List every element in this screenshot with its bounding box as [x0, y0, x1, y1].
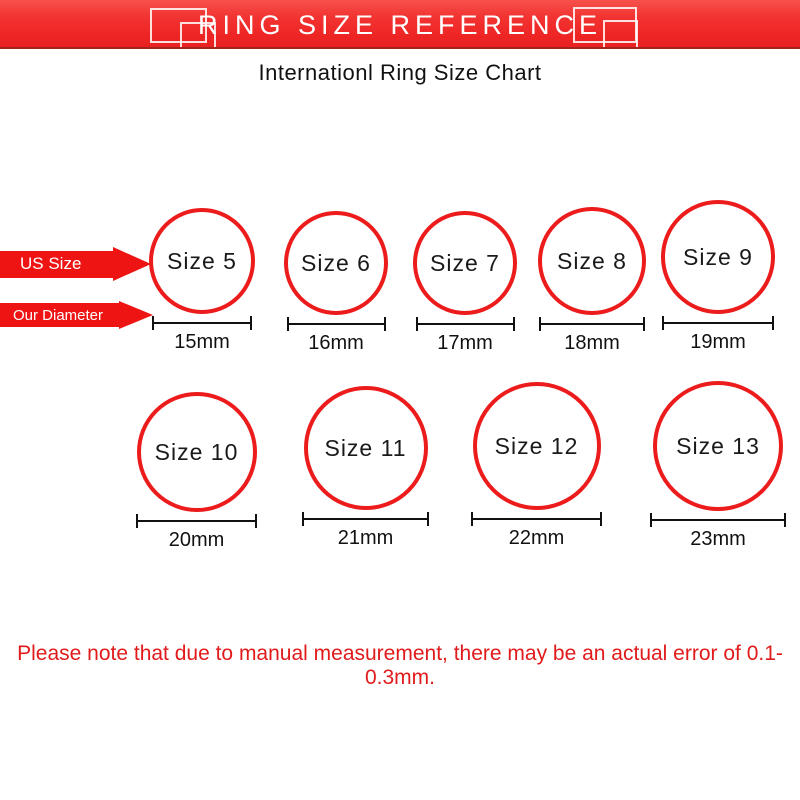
ring-circle: Size 5 [149, 208, 255, 314]
ring-circle: Size 12 [472, 382, 601, 510]
diameter-value: 21mm [337, 527, 394, 549]
ring-circle: Size 10 [136, 392, 257, 512]
diameter-line [152, 316, 252, 330]
overlapping-squares-icon [573, 7, 643, 47]
measurement-error-note: Please note that due to manual measureme… [17, 642, 783, 689]
diameter-line [662, 316, 774, 330]
diameter-line [302, 512, 429, 526]
square-outline-icon [180, 22, 216, 47]
diameter-line [650, 513, 786, 527]
ring-circle: Size 7 [413, 211, 517, 315]
diameter-value: 20mm [168, 529, 225, 551]
diameter-line [415, 317, 515, 331]
ring-circle: Size 13 [653, 381, 783, 511]
diameter-value: 19mm [690, 331, 746, 353]
diameter-value: 22mm [508, 527, 565, 549]
banner-title: RING SIZE REFERENCE [197, 10, 603, 40]
ring-size-7: Size 7 17mm [413, 211, 517, 355]
diameter-value: 18mm [564, 332, 620, 354]
ring-size-label: Size 8 [557, 247, 627, 274]
us-size-arrow: US Size [0, 247, 151, 281]
diameter-value: 15mm [174, 331, 230, 353]
ring-size-6: Size 6 16mm [284, 211, 388, 355]
diameter-value: 16mm [308, 332, 364, 354]
ring-size-11: Size 11 21mm [302, 386, 429, 550]
us-size-label: US Size [0, 250, 113, 278]
ring-size-label: Size 10 [154, 438, 239, 465]
header-banner: RING SIZE REFERENCE [0, 0, 800, 49]
ring-size-9: Size 9 19mm [661, 200, 775, 354]
our-diameter-arrow: Our Diameter [0, 301, 153, 329]
ring-size-label: Size 5 [167, 247, 237, 274]
ring-size-5: Size 5 15mm [149, 208, 255, 354]
diameter-line [136, 514, 257, 528]
ring-size-label: Size 13 [676, 432, 760, 459]
ring-size-10: Size 10 20mm [136, 392, 257, 552]
ring-size-label: Size 6 [301, 249, 371, 276]
square-outline-icon [603, 20, 638, 47]
ring-size-12: Size 12 22mm [471, 382, 602, 550]
diameter-value: 17mm [437, 332, 493, 354]
ring-size-label: Size 12 [494, 432, 579, 459]
ring-size-label: Size 11 [324, 434, 407, 461]
ring-size-label: Size 7 [430, 249, 500, 276]
diameter-value: 23mm [690, 528, 746, 550]
ring-size-13: Size 13 23mm [650, 381, 786, 551]
diameter-line [539, 317, 645, 331]
ring-circle: Size 6 [284, 211, 388, 315]
overlapping-squares-icon [150, 8, 220, 47]
diameter-line [471, 512, 602, 526]
ring-size-8: Size 8 18mm [538, 207, 646, 355]
chart-subtitle: Internationl Ring Size Chart [258, 60, 542, 85]
ring-circle: Size 11 [303, 386, 428, 510]
square-outline-icon [150, 8, 207, 43]
our-diameter-label: Our Diameter [0, 303, 119, 327]
ring-circle: Size 9 [661, 200, 775, 314]
ring-size-label: Size 9 [683, 243, 753, 270]
arrow-head-icon [113, 247, 151, 281]
ring-circle: Size 8 [538, 207, 646, 315]
diameter-line [286, 317, 386, 331]
arrow-head-icon [119, 301, 153, 329]
